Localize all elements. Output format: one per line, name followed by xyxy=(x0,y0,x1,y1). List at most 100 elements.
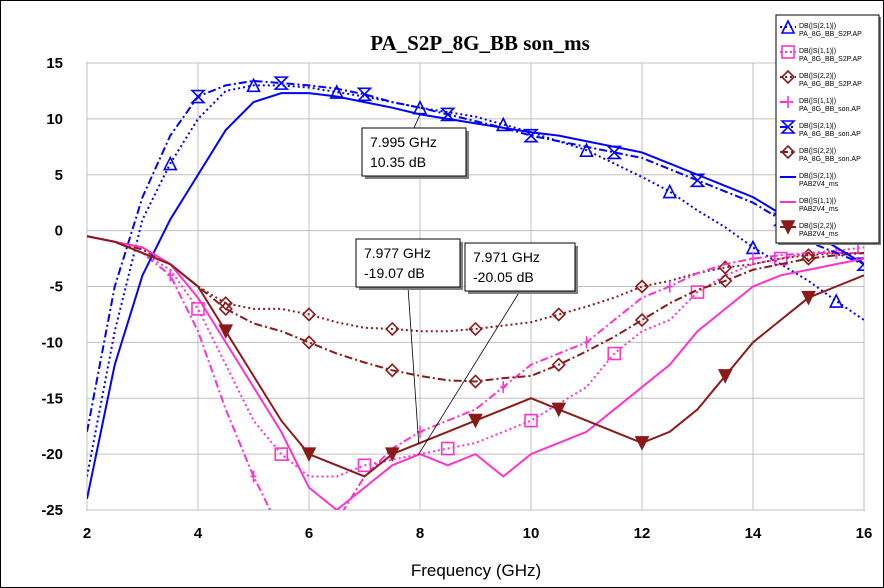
annotation-frequency: 7.977 GHz xyxy=(364,245,431,261)
series-line xyxy=(87,235,864,510)
legend-label: DB(|S(1,1)|) xyxy=(799,48,836,55)
annotation-value: 10.35 dB xyxy=(370,154,426,170)
x-tick-label: 6 xyxy=(305,525,313,542)
annotation-leader xyxy=(407,286,420,444)
marker-annotation: 7.977 GHz -19.07 dB xyxy=(355,238,463,444)
legend-entry: DB(|S(2,2)|)PA_8G_BB_son.AP xyxy=(780,144,861,163)
series-marker xyxy=(440,441,455,456)
series-marker xyxy=(718,273,733,289)
x-tick-label: 10 xyxy=(523,525,540,542)
y-tick-label: -5 xyxy=(50,279,63,296)
series-marker xyxy=(218,301,233,316)
legend-sublabel: PA_8G_BB_S2P.AP xyxy=(799,81,862,88)
series-marker xyxy=(801,290,816,306)
legend-marker xyxy=(780,120,796,134)
series-marker xyxy=(634,436,650,451)
series-marker xyxy=(167,269,174,282)
series-marker xyxy=(551,307,566,322)
legend-entry: DB(|S(2,1)|)PAB2V4_ms xyxy=(780,173,839,188)
series-line xyxy=(87,79,864,432)
legend-label: DB(|S(2,1)|) xyxy=(799,173,836,180)
series-marker xyxy=(500,381,507,394)
series-marker xyxy=(334,515,340,527)
series-marker xyxy=(162,155,178,171)
series-line xyxy=(87,235,864,478)
y-tick-label: -15 xyxy=(41,390,63,407)
annotation-frequency: 7.995 GHz xyxy=(370,134,437,150)
annotation-frequency: 7.971 GHz xyxy=(473,249,540,265)
legend-marker xyxy=(780,144,796,160)
series-marker xyxy=(250,470,257,483)
series-marker xyxy=(662,183,678,199)
series-marker xyxy=(468,374,483,389)
annotation-box xyxy=(355,238,461,288)
series-marker xyxy=(750,252,756,265)
series-marker xyxy=(524,413,538,428)
legend-sublabel: PAB2V4_ms xyxy=(799,181,839,188)
legend-entry: DB(|S(1,1)|)PA_8G_BB_son.AP xyxy=(780,96,861,113)
legend-marker xyxy=(780,220,796,235)
series-line xyxy=(87,235,864,383)
series-marker xyxy=(218,296,233,311)
series-marker xyxy=(190,89,206,104)
series-8 xyxy=(87,235,864,510)
series-marker xyxy=(634,312,650,328)
y-tick-label: -10 xyxy=(41,334,63,351)
legend-label: DB(|S(2,1)|) xyxy=(799,23,836,30)
series-marker xyxy=(384,447,400,462)
legend-entry: DB(|S(2,2)|)PAB2V4_ms xyxy=(780,220,839,238)
series-marker xyxy=(439,107,456,122)
series-marker xyxy=(634,279,650,294)
series-line xyxy=(87,84,864,477)
x-tick-label: 14 xyxy=(745,525,762,542)
legend-label: DB(|S(1,1)|) xyxy=(799,98,836,105)
legend: DB(|S(2,1)|)PA_8G_BB_S2P.APDB(|S(1,1)|)P… xyxy=(775,14,881,245)
series-marker xyxy=(329,84,345,99)
y-tick-label: 10 xyxy=(46,111,63,128)
series-marker xyxy=(579,142,594,157)
annotation-value: -20.05 dB xyxy=(473,269,534,285)
series-marker xyxy=(689,173,706,188)
series-line xyxy=(87,92,864,500)
x-axis-label: Frequency (GHz) xyxy=(411,561,541,580)
legend-entry: DB(|S(2,1)|)PA_8G_BB_S2P.AP xyxy=(780,19,862,38)
series-1 xyxy=(87,77,864,477)
legend-label: DB(|S(2,2)|) xyxy=(799,223,836,230)
series-marker xyxy=(801,251,816,266)
series-marker xyxy=(607,346,622,361)
series-marker xyxy=(856,257,864,271)
marker-annotation: 7.971 GHz -20.05 dB xyxy=(418,242,578,455)
y-tick-label: 5 xyxy=(55,167,63,184)
x-tick-label: 12 xyxy=(634,525,651,542)
legend-sublabel: PA_8G_BB_S2P.AP xyxy=(799,56,862,63)
legend-sublabel: PA_8G_BB_son.AP xyxy=(799,106,861,113)
series-marker xyxy=(468,321,483,337)
legend-marker xyxy=(780,19,796,34)
series-marker xyxy=(828,293,844,308)
marker-annotation: 7.995 GHz 10.35 dB xyxy=(361,114,469,179)
series-line xyxy=(87,235,864,333)
x-tick-label: 4 xyxy=(194,525,203,542)
legend-marker xyxy=(785,96,791,108)
series-group xyxy=(87,76,864,527)
legend-entry: DB(|S(1,1)|)PA_8G_BB_S2P.AP xyxy=(780,45,862,63)
series-marker xyxy=(551,357,566,372)
series-7 xyxy=(87,92,864,500)
series-marker xyxy=(468,413,483,429)
series-marker xyxy=(857,240,864,255)
series-marker xyxy=(551,402,567,418)
y-tick-label: -20 xyxy=(41,446,63,463)
series-6 xyxy=(87,235,864,389)
legend-box xyxy=(775,14,880,244)
series-marker xyxy=(385,321,400,337)
legend-marker xyxy=(780,69,796,85)
legend-entry: DB(|S(2,1)|)PA_8G_BB_son.AP xyxy=(780,120,861,138)
legend-label: DB(|S(2,2)|) xyxy=(799,73,836,80)
annotation-value: -19.07 dB xyxy=(364,265,425,281)
legend-entry: DB(|S(2,2)|)PA_8G_BB_S2P.AP xyxy=(780,69,862,88)
series-marker xyxy=(666,280,673,293)
series-line xyxy=(87,235,864,510)
series-marker xyxy=(495,116,511,132)
